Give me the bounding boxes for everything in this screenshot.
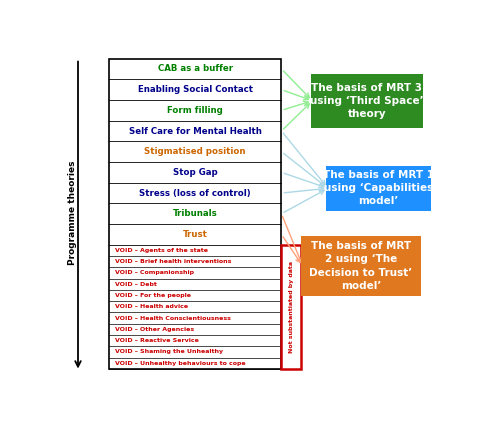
- Text: Self Care for Mental Health: Self Care for Mental Health: [129, 127, 262, 136]
- Text: VOID – Health advice: VOID – Health advice: [115, 304, 188, 309]
- Text: Enabling Social Contact: Enabling Social Contact: [138, 85, 252, 94]
- Text: Stop Gap: Stop Gap: [173, 168, 218, 177]
- Text: Trust: Trust: [183, 230, 208, 239]
- Text: VOID – For the people: VOID – For the people: [115, 293, 191, 298]
- Text: VOID – Debt: VOID – Debt: [115, 282, 156, 287]
- Text: Stress (loss of control): Stress (loss of control): [140, 189, 251, 197]
- FancyBboxPatch shape: [326, 165, 430, 211]
- Text: Programme theories: Programme theories: [68, 160, 76, 265]
- Text: VOID – Shaming the Unhealthy: VOID – Shaming the Unhealthy: [115, 349, 223, 354]
- FancyBboxPatch shape: [310, 74, 423, 128]
- Text: VOID – Companionship: VOID – Companionship: [115, 270, 194, 275]
- FancyBboxPatch shape: [301, 236, 421, 296]
- Text: VOID – Other Agencies: VOID – Other Agencies: [115, 327, 194, 332]
- Text: The basis of MRT 1
using ‘Capabilities
model’: The basis of MRT 1 using ‘Capabilities m…: [323, 170, 434, 206]
- Text: VOID – Unhealthy behaviours to cope: VOID – Unhealthy behaviours to cope: [115, 361, 246, 366]
- Text: The basis of MRT 3
using ‘Third Space’
theory: The basis of MRT 3 using ‘Third Space’ t…: [310, 83, 424, 119]
- Text: VOID – Health Conscientiousness: VOID – Health Conscientiousness: [115, 316, 230, 320]
- Text: VOID – Brief health interventions: VOID – Brief health interventions: [115, 259, 231, 264]
- Text: VOID – Reactive Service: VOID – Reactive Service: [115, 338, 198, 343]
- Text: Stigmatised position: Stigmatised position: [144, 147, 246, 156]
- Text: VOID – Agents of the state: VOID – Agents of the state: [115, 248, 208, 253]
- Text: CAB as a buffer: CAB as a buffer: [158, 64, 233, 74]
- Text: Tribunals: Tribunals: [173, 209, 218, 218]
- FancyBboxPatch shape: [282, 245, 301, 369]
- Text: Form filling: Form filling: [168, 106, 223, 115]
- Text: Not substantiated by data: Not substantiated by data: [288, 261, 294, 353]
- FancyBboxPatch shape: [109, 59, 282, 369]
- Text: The basis of MRT
2 using ‘The
Decision to Trust’
model’: The basis of MRT 2 using ‘The Decision t…: [310, 241, 412, 291]
